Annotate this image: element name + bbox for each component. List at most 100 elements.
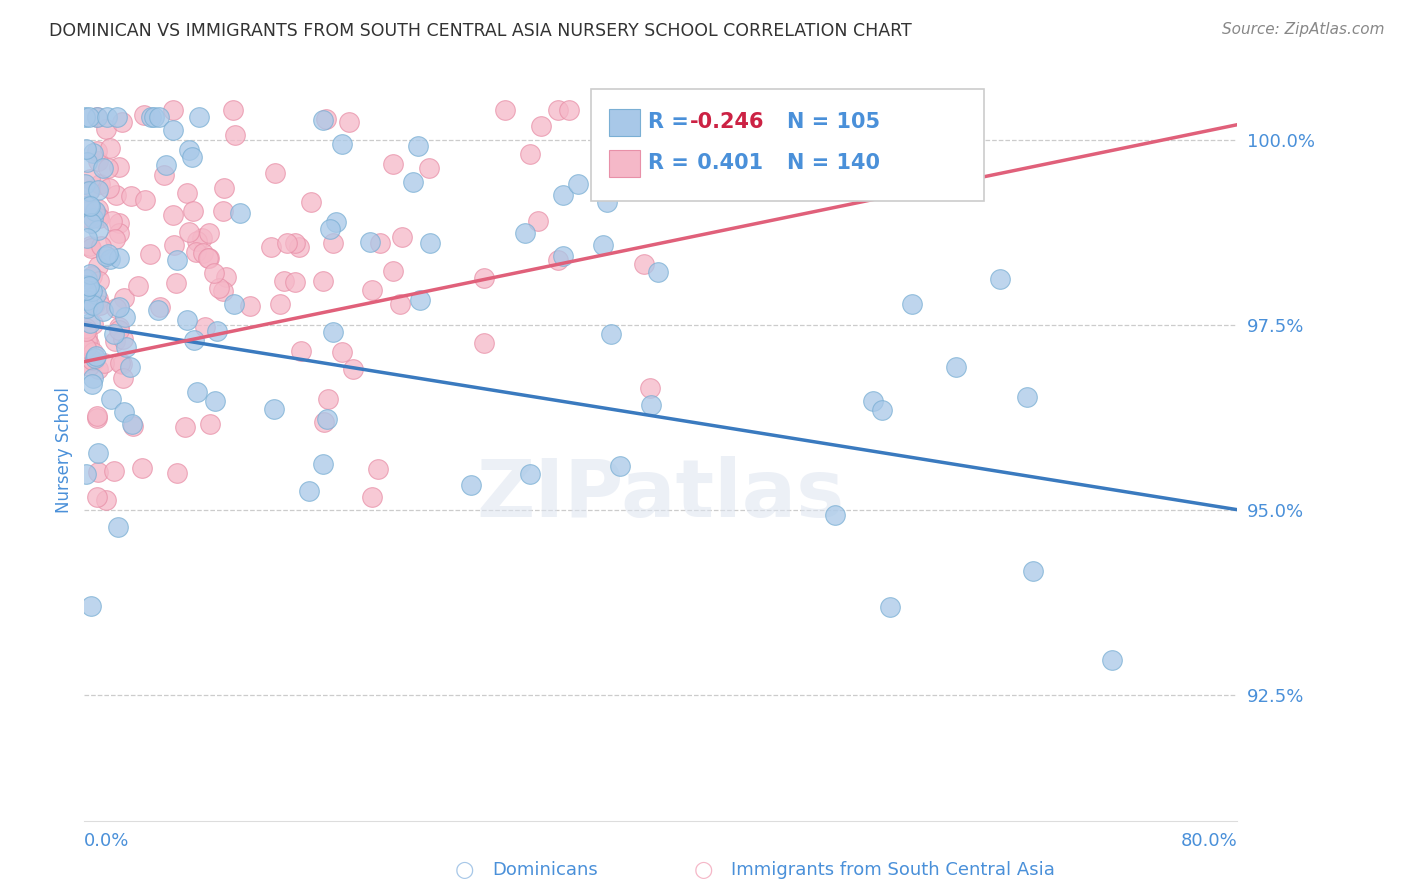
Point [76,230,98,244]
Point [76,278,98,293]
Point [409,293,432,307]
Point [198,251,221,265]
Point [472,271,495,285]
Point [298,483,321,498]
Point [75,295,97,310]
Point [98,252,121,266]
Point [112,291,135,305]
Point [879,599,901,614]
Point [87,361,110,376]
Point [166,467,188,481]
Point [93,356,115,370]
Point [474,336,496,351]
Point [98,140,121,154]
Point [359,235,381,249]
Point [82,298,104,312]
Point [191,245,214,260]
Point [162,103,184,117]
Point [273,274,295,288]
Text: ZIPatlas: ZIPatlas [477,456,845,534]
Point [212,284,235,298]
Point [215,269,238,284]
Point [419,235,441,250]
Point [108,323,131,337]
Point [553,188,575,202]
Point [149,300,172,314]
Point [229,206,252,220]
Point [208,281,231,295]
Point [184,244,207,259]
Point [82,317,104,331]
Point [162,123,184,137]
Point [79,172,101,186]
Point [330,136,353,151]
Point [824,508,846,523]
Point [197,251,219,265]
Point [75,341,97,355]
Point [121,417,143,431]
Text: Dominicans: Dominicans [492,861,598,879]
Point [87,211,110,226]
Point [202,266,225,280]
Point [83,204,105,219]
Point [79,267,101,281]
Point [75,467,97,481]
Point [186,385,208,400]
Point [96,493,118,508]
Point [86,183,108,197]
Point [120,360,142,375]
Point [188,111,211,125]
Point [75,340,97,354]
Point [86,411,108,425]
Point [361,490,384,504]
Point [183,333,205,347]
Point [76,329,98,343]
Point [87,209,110,223]
Point [139,247,162,261]
Point [513,226,536,240]
Point [264,166,287,180]
Point [162,208,184,222]
Point [174,420,197,434]
Point [111,371,134,385]
Point [76,154,98,169]
Point [494,103,516,117]
Point [315,112,337,127]
Point [108,216,131,230]
Point [596,195,619,210]
Text: N = 105: N = 105 [787,112,880,132]
Point [527,214,550,228]
Point [519,467,541,481]
Point [96,111,118,125]
Point [77,359,100,374]
Point [558,103,581,117]
Point [312,274,335,288]
Point [212,204,235,219]
Point [84,349,107,363]
Point [77,184,100,198]
Point [337,115,360,129]
Point [77,210,100,224]
Point [77,198,100,212]
Point [80,284,103,298]
Point [152,169,174,183]
Point [76,334,98,349]
Point [107,160,129,174]
Point [82,211,104,226]
Point [80,353,103,368]
Point [330,345,353,359]
Point [107,520,129,534]
Point [284,276,307,290]
Point [75,356,97,370]
Y-axis label: Nursery School: Nursery School [55,387,73,514]
Point [180,150,202,164]
Point [75,142,97,156]
Point [80,377,103,392]
Point [87,293,110,307]
Text: 0.401: 0.401 [690,153,763,173]
Point [276,236,298,251]
Point [75,321,97,335]
Point [86,490,108,504]
Point [198,417,221,432]
Point [77,111,100,125]
